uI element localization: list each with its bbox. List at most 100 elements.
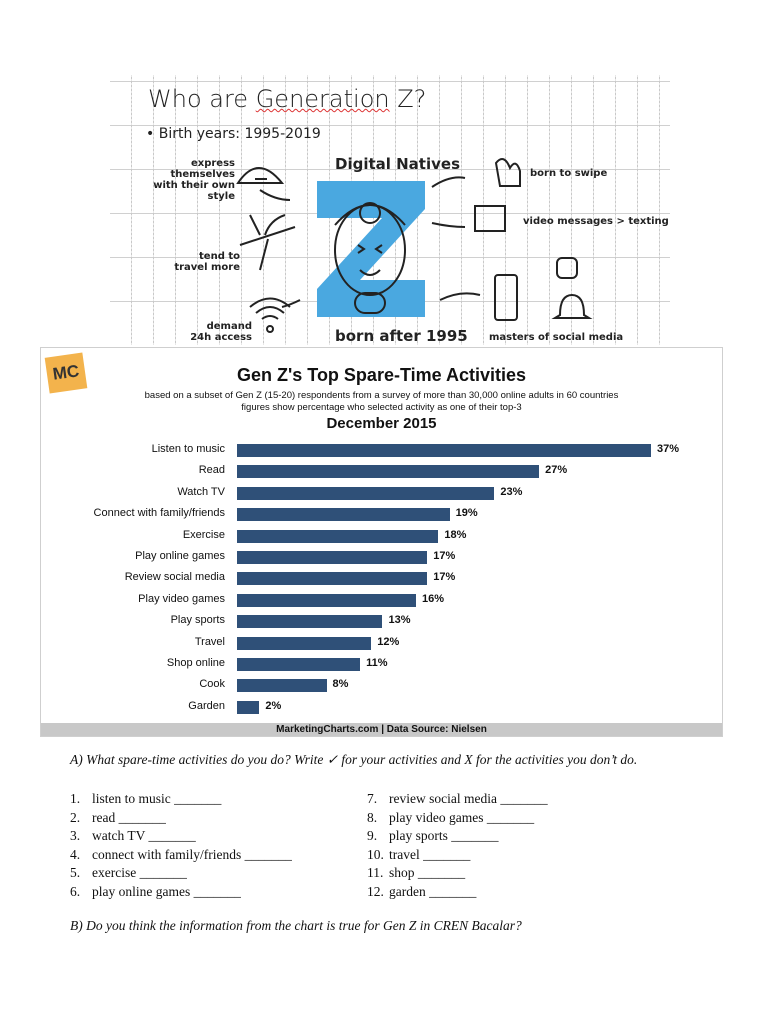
chart-title: Gen Z's Top Spare-Time Activities	[236, 365, 527, 385]
z-letter-icon	[317, 181, 425, 317]
item-text: review social media _______	[389, 791, 548, 806]
chart-date: December 2015	[326, 415, 437, 432]
data-label: 17%	[433, 571, 456, 584]
chart-subtitle-2: figures show percentage who selected act…	[241, 402, 522, 413]
data-label: 11%	[366, 657, 388, 669]
gen-z-infographic: Who are Generation Z? • Birth years: 199…	[110, 75, 670, 345]
category-label: Play video games	[138, 592, 225, 605]
hand-icon	[494, 158, 521, 187]
instagram-icon	[556, 257, 578, 279]
item-number: 5.	[70, 865, 81, 881]
bar	[237, 700, 260, 714]
category-label: Garden	[188, 699, 225, 712]
bar	[237, 486, 495, 500]
bar	[237, 572, 428, 586]
data-label: 12%	[377, 635, 400, 648]
item-number: 4.	[70, 846, 81, 862]
item-text: play sports _______	[389, 828, 499, 844]
chart-footer: MarketingCharts.com | Data Source: Niels…	[41, 723, 722, 736]
item-text: play online games _______	[92, 884, 241, 899]
category-label: Read	[198, 464, 225, 477]
born-after-label: born after 1995	[335, 327, 468, 345]
activities-chart: MC Gen Z's Top Spare-Time Activities bas…	[40, 347, 723, 737]
bar	[237, 658, 361, 671]
bar	[237, 636, 372, 650]
bar	[237, 508, 450, 522]
snapchat-icon	[551, 293, 593, 319]
chart-subtitle-1: based on a subset of Gen Z (15-20) respo…	[144, 390, 619, 401]
activity-item: 11. shop _______	[367, 865, 465, 881]
activity-item: 9. play sports _______	[367, 828, 499, 844]
item-text: travel _______	[389, 846, 471, 862]
item-number: 2.	[70, 809, 81, 825]
item-text: watch TV _______	[92, 828, 196, 844]
activity-item: 3. watch TV _______	[70, 828, 196, 844]
social-label: masters of social media	[489, 332, 624, 343]
bar	[237, 444, 651, 457]
style-label: express themselves with their own style	[153, 158, 235, 202]
swipe-label: born to swipe	[530, 168, 608, 179]
data-label: 2%	[265, 699, 282, 712]
item-text: garden _______	[389, 884, 477, 899]
bar	[237, 679, 327, 693]
data-label: 37%	[657, 443, 680, 455]
activity-item: 1. listen to music _______	[70, 791, 221, 807]
activity-item: 8. play video games _______	[367, 810, 534, 826]
video-icon	[474, 205, 506, 232]
data-label: 13%	[388, 614, 411, 627]
bar	[237, 551, 428, 564]
item-text: connect with family/friends _______	[92, 846, 292, 862]
bar	[237, 615, 383, 629]
activity-item: 10. travel _______	[367, 847, 470, 863]
category-label: Review social media	[124, 571, 225, 584]
infographic-title: Who are Generation Z?	[148, 85, 427, 113]
activity-item: 6. play online games _______	[70, 884, 241, 900]
category-label: Cook	[199, 678, 225, 691]
bar	[237, 593, 417, 607]
item-number: 6.	[70, 884, 81, 899]
data-label: 23%	[500, 485, 523, 498]
item-number: 11.	[367, 865, 384, 881]
data-label: 18%	[444, 528, 467, 541]
wifi-icon	[249, 297, 291, 333]
item-text: play video games _______	[389, 809, 535, 825]
digital-natives-label: Digital Natives	[335, 155, 460, 173]
data-label: 27%	[545, 464, 568, 477]
item-number: 10.	[367, 846, 384, 862]
data-label: 19%	[455, 507, 478, 520]
item-text: exercise _______	[92, 865, 187, 881]
item-number: 8.	[367, 809, 378, 825]
birth-years: • Birth years: 1995-2019	[146, 126, 321, 142]
item-text: shop _______	[389, 865, 466, 881]
data-label: 8%	[332, 678, 349, 691]
data-label: 17%	[433, 550, 456, 562]
activity-item: 12. garden _______	[367, 884, 476, 900]
activity-item: 5. exercise _______	[70, 865, 187, 881]
category-label: Travel	[194, 635, 225, 648]
item-number: 9.	[367, 828, 378, 844]
question-a: A) What spare-time activities do you do?…	[70, 752, 638, 767]
activity-item: 4. connect with family/friends _______	[70, 847, 292, 863]
question-b: B) Do you think the information from the…	[70, 918, 522, 933]
video-label: video messages > texting	[523, 216, 669, 227]
infographic-illustration	[236, 158, 593, 333]
activity-item: 2. read _______	[70, 810, 166, 826]
item-number: 1.	[70, 791, 81, 806]
category-label: Play online games	[135, 550, 225, 562]
travel-label: tend to travel more	[174, 251, 240, 273]
cap-icon	[236, 167, 285, 184]
access-label: demand 24h access	[190, 321, 252, 343]
activity-item: 7. review social media _______	[367, 791, 548, 807]
plane-icon	[239, 214, 296, 271]
item-number: 7.	[367, 791, 378, 806]
category-label: Play sports	[170, 614, 225, 627]
category-label: Exercise	[182, 528, 225, 541]
face-icon	[334, 202, 406, 314]
bar	[237, 529, 439, 543]
data-label: 16%	[422, 592, 445, 605]
item-text: listen to music _______	[92, 791, 222, 806]
category-label: Connect with family/friends	[93, 507, 225, 520]
item-text: read _______	[92, 809, 166, 825]
category-label: Listen to music	[151, 443, 225, 455]
category-label: Shop online	[166, 657, 225, 669]
